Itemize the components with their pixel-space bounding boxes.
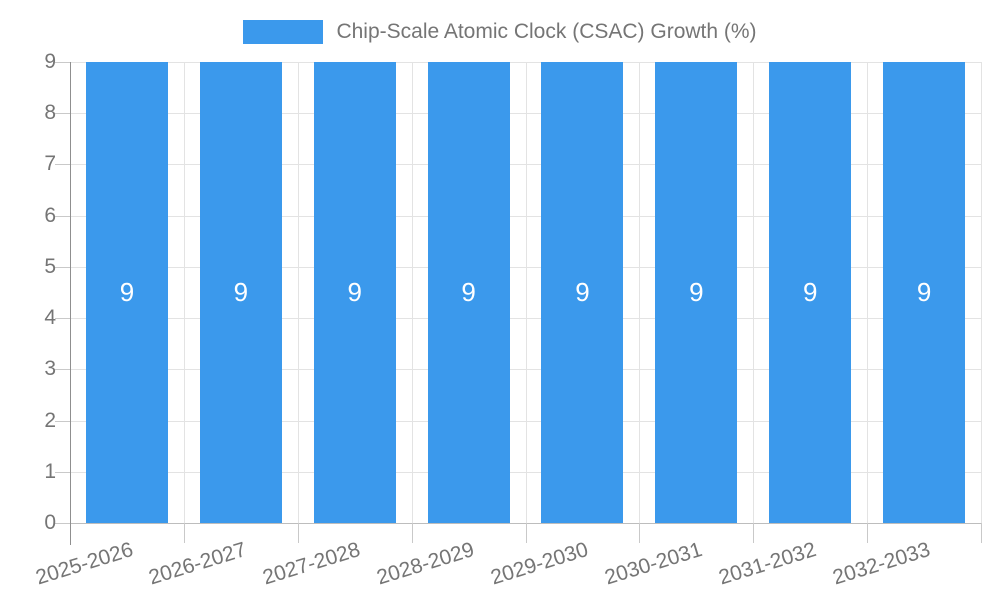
y-tick-mark bbox=[55, 420, 70, 422]
x-tick-mark bbox=[639, 523, 641, 543]
y-axis-tick-label: 7 bbox=[44, 152, 56, 176]
x-gridline bbox=[411, 62, 413, 523]
x-tick-mark bbox=[981, 523, 982, 543]
bar-value-label: 9 bbox=[119, 277, 135, 307]
y-axis-line bbox=[70, 62, 71, 523]
y-tick-mark bbox=[55, 369, 70, 371]
bar-value-label: 9 bbox=[233, 277, 249, 307]
x-gridline bbox=[183, 62, 185, 523]
x-tick-mark bbox=[525, 523, 527, 543]
y-axis-tick-label: 3 bbox=[44, 357, 56, 381]
y-axis-tick-label: 4 bbox=[44, 306, 56, 330]
x-gridline bbox=[639, 62, 641, 523]
x-axis-label: 2032-2033 bbox=[829, 538, 933, 590]
x-gridline bbox=[867, 62, 869, 523]
y-tick-mark bbox=[55, 523, 70, 524]
x-axis-label: 2029-2030 bbox=[488, 538, 591, 590]
bar[interactable]: 9 bbox=[883, 62, 966, 523]
x-tick-mark bbox=[297, 523, 299, 543]
x-gridline bbox=[981, 62, 982, 523]
x-tick-mark bbox=[867, 523, 869, 543]
y-axis-tick-label: 0 bbox=[44, 511, 56, 534]
bar[interactable]: 9 bbox=[655, 62, 738, 523]
bar[interactable]: 9 bbox=[427, 62, 510, 523]
bar[interactable]: 9 bbox=[313, 62, 396, 523]
legend[interactable]: Chip-Scale Atomic Clock (CSAC) Growth (%… bbox=[0, 19, 1000, 45]
x-axis-label: 2027-2028 bbox=[260, 538, 364, 590]
bar[interactable]: 9 bbox=[85, 62, 168, 523]
bar[interactable]: 9 bbox=[541, 62, 624, 523]
bar-value-label: 9 bbox=[347, 277, 362, 307]
y-axis-tick-label: 9 bbox=[44, 50, 56, 73]
x-gridline bbox=[753, 62, 755, 523]
bar[interactable]: 9 bbox=[199, 62, 282, 523]
y-axis-tick-label: 2 bbox=[44, 408, 56, 432]
bar-value-label: 9 bbox=[802, 277, 818, 307]
x-axis-label: 2030-2031 bbox=[601, 538, 705, 590]
bar-value-label: 9 bbox=[689, 277, 704, 307]
x-tick-mark bbox=[70, 523, 71, 545]
y-tick-mark bbox=[55, 318, 70, 320]
y-tick-mark bbox=[55, 215, 70, 217]
x-gridline bbox=[297, 62, 299, 523]
x-axis-label: 2025-2026 bbox=[32, 538, 136, 590]
bar-value-label: 9 bbox=[461, 277, 476, 307]
x-tick-mark bbox=[753, 523, 755, 543]
y-tick-mark bbox=[55, 62, 70, 63]
x-gridline bbox=[525, 62, 527, 523]
x-axis-label: 2031-2032 bbox=[715, 538, 819, 590]
y-axis-tick-label: 6 bbox=[44, 203, 56, 227]
x-axis-label: 2028-2029 bbox=[374, 538, 477, 590]
x-axis-label: 2026-2027 bbox=[146, 538, 250, 590]
y-tick-mark bbox=[55, 164, 70, 166]
y-axis-tick-label: 8 bbox=[44, 101, 56, 125]
legend-swatch bbox=[243, 20, 324, 44]
legend-label: Chip-Scale Atomic Clock (CSAC) Growth (%… bbox=[336, 20, 757, 43]
x-tick-mark bbox=[183, 523, 185, 543]
bar-value-label: 9 bbox=[916, 277, 932, 307]
y-tick-mark bbox=[55, 471, 70, 473]
y-tick-mark bbox=[55, 266, 70, 268]
bar[interactable]: 9 bbox=[769, 62, 852, 523]
y-axis-tick-label: 1 bbox=[44, 459, 56, 483]
bar-value-label: 9 bbox=[575, 277, 590, 307]
y-axis-tick-label: 5 bbox=[44, 254, 56, 278]
x-tick-mark bbox=[411, 523, 413, 543]
y-tick-mark bbox=[55, 113, 70, 115]
